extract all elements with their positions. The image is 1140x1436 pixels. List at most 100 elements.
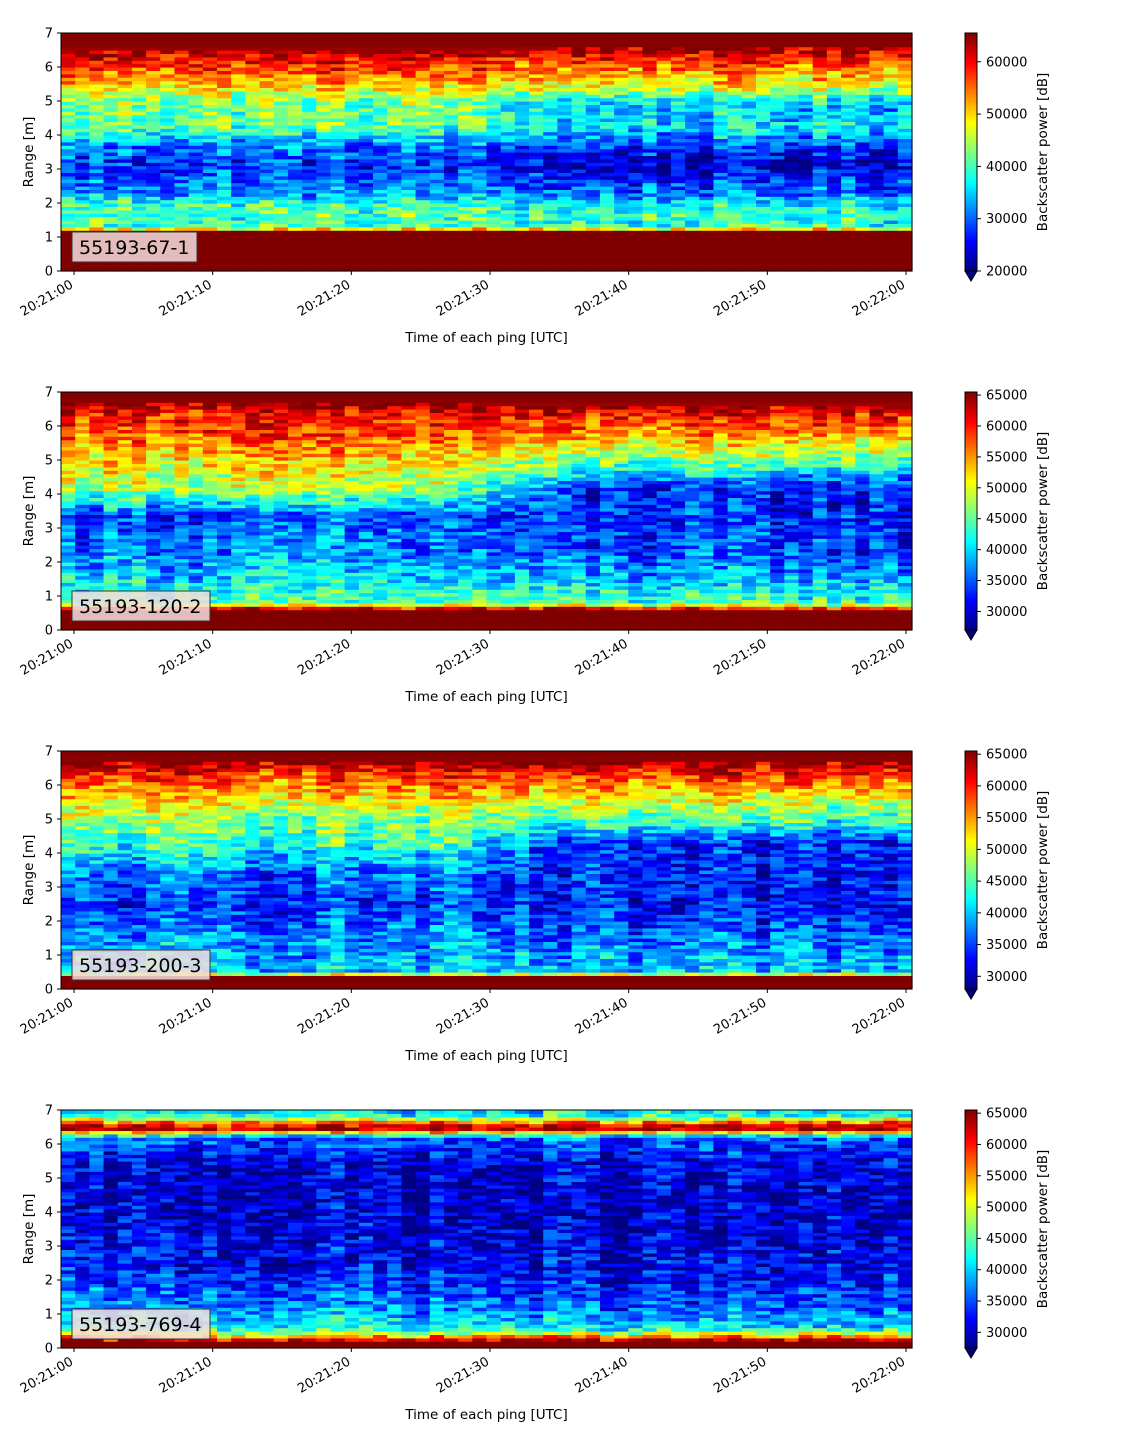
heatmap-cell xyxy=(131,199,147,204)
heatmap-cell xyxy=(316,220,332,224)
heatmap-cell xyxy=(217,158,232,163)
heatmap-cell xyxy=(302,50,317,54)
heatmap-cell xyxy=(117,186,133,190)
heatmap-cell xyxy=(458,141,473,146)
heatmap-cell xyxy=(401,124,417,129)
heatmap-cell xyxy=(103,63,119,68)
heatmap-cell xyxy=(727,182,743,187)
heatmap-cell xyxy=(401,90,417,95)
heatmap-cell xyxy=(273,124,289,129)
heatmap-cell xyxy=(443,141,459,146)
heatmap-cell xyxy=(429,141,445,146)
heatmap-cell xyxy=(472,43,488,48)
heatmap-cell xyxy=(514,63,530,68)
heatmap-cell xyxy=(458,230,473,235)
heatmap-cell xyxy=(75,470,90,475)
heatmap-cell xyxy=(245,213,261,218)
heatmap-cell xyxy=(798,233,814,238)
heatmap-cell xyxy=(614,243,629,248)
heatmap-cell xyxy=(131,419,147,424)
heatmap-cell xyxy=(486,186,502,190)
heatmap-cell xyxy=(401,189,417,194)
heatmap-cell xyxy=(245,267,261,272)
heatmap-cell xyxy=(514,162,530,167)
heatmap-cell xyxy=(273,43,289,48)
heatmap-cell xyxy=(61,504,76,509)
heatmap-cell xyxy=(61,84,76,88)
heatmap-cell xyxy=(89,172,105,177)
heatmap-cell xyxy=(231,33,246,37)
heatmap-cell xyxy=(429,189,445,194)
heatmap-cell xyxy=(770,243,785,248)
heatmap-cell xyxy=(316,107,332,112)
heatmap-cell xyxy=(202,128,218,133)
heatmap-cell xyxy=(344,230,360,235)
heatmap-cell xyxy=(401,260,417,265)
heatmap-cell xyxy=(429,63,445,68)
heatmap-cell xyxy=(486,77,502,82)
heatmap-cell xyxy=(614,165,629,170)
heatmap-cell xyxy=(458,169,473,173)
heatmap-cell xyxy=(387,87,402,92)
heatmap-cell xyxy=(741,182,757,187)
heatmap-cell xyxy=(131,172,147,177)
heatmap-cell xyxy=(500,63,516,68)
heatmap-cell xyxy=(217,90,232,95)
heatmap-cell xyxy=(103,50,119,54)
heatmap-cell xyxy=(429,233,445,238)
heatmap-cell xyxy=(146,118,161,122)
heatmap-cell xyxy=(131,216,147,221)
heatmap-cell xyxy=(670,158,686,163)
heatmap-cell xyxy=(330,240,346,245)
heatmap-cell xyxy=(117,131,133,136)
heatmap-cell xyxy=(458,192,473,197)
heatmap-cell xyxy=(202,118,218,122)
heatmap-cell xyxy=(316,192,332,197)
heatmap-cell xyxy=(202,158,218,163)
heatmap-cell xyxy=(287,107,303,112)
heatmap-cell xyxy=(415,36,431,41)
heatmap-cell xyxy=(202,209,218,214)
heatmap-cell xyxy=(131,63,147,68)
heatmap-cell xyxy=(741,158,757,163)
heatmap-cell xyxy=(61,67,76,71)
heatmap-cell xyxy=(259,101,275,105)
heatmap-cell xyxy=(103,260,119,265)
heatmap-cell xyxy=(174,141,190,146)
heatmap-cell xyxy=(259,53,275,58)
heatmap-cell xyxy=(330,220,346,224)
heatmap-cell xyxy=(231,254,246,258)
heatmap-cell xyxy=(273,114,289,119)
heatmap-cell xyxy=(387,101,402,105)
heatmap-cell xyxy=(160,111,176,116)
heatmap-cell xyxy=(713,226,729,231)
heatmap-cell xyxy=(500,67,516,71)
heatmap-cell xyxy=(217,192,232,197)
heatmap-cell xyxy=(486,70,502,75)
heatmap-cell xyxy=(316,114,332,119)
heatmap-cell xyxy=(231,264,246,269)
heatmap-cell xyxy=(231,169,246,173)
heatmap-cell xyxy=(188,186,204,190)
heatmap-cell xyxy=(287,186,303,190)
heatmap-cell xyxy=(302,60,317,65)
heatmap-cell xyxy=(429,138,445,143)
heatmap-cell xyxy=(458,240,473,245)
heatmap-cell xyxy=(273,169,289,173)
heatmap-cell xyxy=(443,56,459,61)
heatmap-cell xyxy=(358,145,374,150)
heatmap-cell xyxy=(202,90,218,95)
heatmap-cell xyxy=(103,43,119,48)
heatmap-cell xyxy=(486,141,502,146)
heatmap-cell xyxy=(557,165,573,170)
heatmap-cell xyxy=(458,182,473,187)
heatmap-cell xyxy=(500,101,516,105)
colorbar-tick-label: 30000 xyxy=(986,212,1027,227)
heatmap-cell xyxy=(599,216,615,221)
heatmap-cell xyxy=(401,53,417,58)
heatmap-cell xyxy=(685,264,700,269)
heatmap-cell xyxy=(373,87,388,92)
heatmap-cell xyxy=(131,114,147,119)
heatmap-cell xyxy=(131,148,147,153)
heatmap-cell xyxy=(543,175,559,180)
